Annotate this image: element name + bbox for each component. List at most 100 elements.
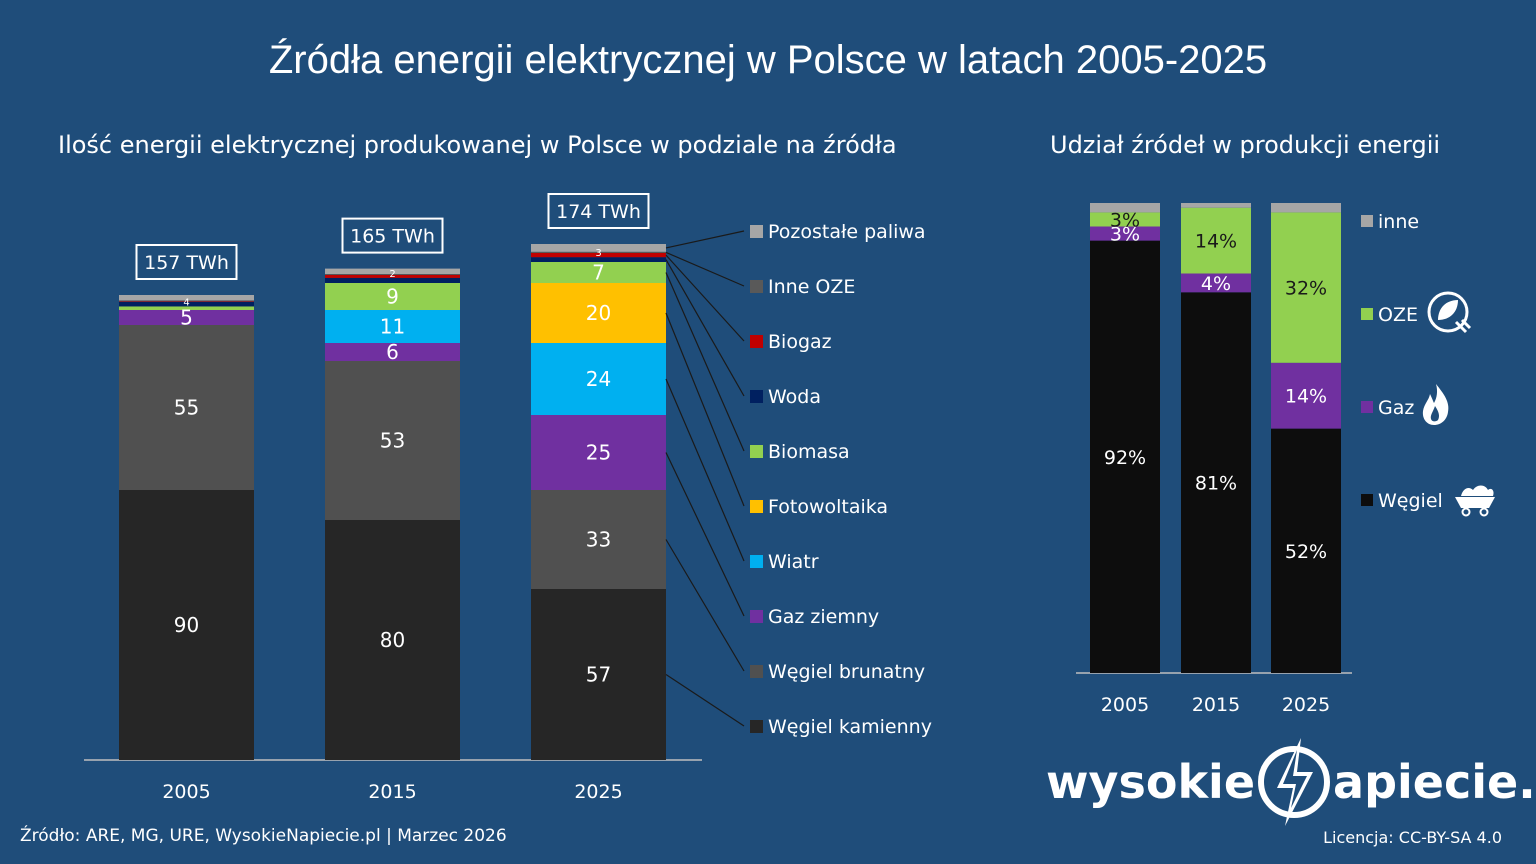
- share-label-oze-2005: 3%: [1110, 209, 1140, 231]
- right-chart-subtitle: Udział źródeł w produkcji energii: [1050, 131, 1441, 159]
- legend-swatch-wegiel-brunatny: [750, 665, 763, 678]
- total-label-2005: 157 TWh: [144, 252, 229, 274]
- legend-swatch-wiatr: [750, 555, 763, 568]
- share-bar-inne-2025: [1271, 203, 1341, 213]
- bar-gaz-ziemny-2025: [531, 415, 666, 490]
- data-label-woda-2015: 2: [389, 269, 395, 280]
- share-bar-inne-2015: [1181, 203, 1251, 208]
- total-label-2015: 165 TWh: [350, 226, 435, 248]
- coal-cart-icon: [1455, 485, 1495, 517]
- bar-inne-oze-2005: [119, 300, 254, 302]
- share-label-gaz-2025: 14%: [1285, 386, 1327, 408]
- share-label-wegiel-2015: 81%: [1195, 473, 1237, 495]
- coal-cart-icon-wheel-left: [1461, 507, 1471, 517]
- share-bar-inne-2005: [1090, 203, 1160, 213]
- bar-wiatr-2025: [531, 343, 666, 415]
- data-label-gaz-ziemny-2025: 25: [586, 441, 611, 465]
- share-bar-gaz-2005: [1090, 226, 1160, 241]
- bar-wiatr-2015: [325, 310, 460, 343]
- bar-biogaz-2025: [531, 253, 666, 258]
- share-label-wegiel-2005: 92%: [1104, 447, 1146, 469]
- share-legend-swatch-gaz: [1361, 401, 1373, 413]
- legend-swatch-fotowoltaika: [750, 500, 763, 513]
- share-legend-label-wegiel: Węgiel: [1378, 490, 1443, 512]
- share-label-gaz-2005: 3%: [1110, 224, 1140, 246]
- leaf-plug-icon-plug: [1454, 318, 1472, 334]
- share-bar-oze-2005: [1090, 212, 1160, 227]
- share-bar-wegiel-2025: [1271, 428, 1341, 673]
- bar-biomasa-2025: [531, 262, 666, 283]
- bar-biogaz-2005: [119, 301, 254, 302]
- bar-pozostale-paliwa-2025: [531, 244, 666, 252]
- legend-label-pozostale-paliwa: Pozostałe paliwa: [768, 221, 926, 243]
- leaf-plug-icon-leaf: [1438, 300, 1458, 320]
- legend-swatch-inne-oze: [750, 280, 763, 293]
- legend-swatch-wegiel-kamienny: [750, 720, 763, 733]
- bar-wegiel-brunatny-2015: [325, 361, 460, 520]
- share-label-oze-2015: 14%: [1195, 231, 1237, 253]
- x-tick-2005: 2005: [162, 781, 210, 803]
- share-x-tick-2025: 2025: [1282, 694, 1330, 716]
- bar-wegiel-brunatny-2005: [119, 325, 254, 490]
- leader-line-pozostale-paliwa: [665, 230, 745, 249]
- legend-label-biomasa: Biomasa: [768, 441, 850, 463]
- share-x-tick-2015: 2015: [1192, 694, 1240, 716]
- total-box-2015: [341, 217, 444, 254]
- leader-line-inne-oze: [665, 251, 745, 287]
- x-tick-2015: 2015: [368, 781, 416, 803]
- share-legend-swatch-wegiel: [1361, 494, 1373, 506]
- bar-wegiel-kamienny-2015: [325, 520, 460, 760]
- share-x-tick-2005: 2005: [1101, 694, 1149, 716]
- share-bar-oze-2025: [1271, 212, 1341, 363]
- coal-cart-icon-wheel-right: [1479, 507, 1489, 517]
- wysokienapiecie-logo: wysokie apiecie.pl: [1046, 738, 1536, 826]
- legend-swatch-woda: [750, 390, 763, 403]
- data-label-wiatr-2015: 11: [380, 315, 405, 339]
- bar-pozostale-paliwa-2005: [119, 295, 254, 301]
- data-label-biomasa-2005: 4: [183, 297, 189, 308]
- flame-icon: [1422, 384, 1449, 425]
- data-label-gaz-ziemny-2005: 5: [180, 306, 193, 330]
- legend-swatch-gaz-ziemny: [750, 610, 763, 623]
- data-label-biomasa-2015: 9: [386, 285, 399, 309]
- share-label-gaz-2015: 4%: [1201, 273, 1231, 295]
- bar-biomasa-2015: [325, 283, 460, 310]
- data-label-wiatr-2025: 24: [586, 367, 611, 391]
- flame-icon-shape: [1422, 384, 1449, 425]
- data-label-wegiel-brunatny-2015: 53: [380, 429, 405, 453]
- data-label-wegiel-kamienny-2015: 80: [380, 628, 405, 652]
- share-label-wegiel-2025: 52%: [1285, 541, 1327, 563]
- leaf-plug-icon-ring: [1427, 291, 1469, 333]
- data-label-wegiel-brunatny-2005: 55: [174, 396, 199, 420]
- share-label-oze-2025: 32%: [1285, 278, 1327, 300]
- bar-wegiel-kamienny-2005: [119, 490, 254, 760]
- legend-label-biogaz: Biogaz: [768, 331, 832, 353]
- share-bar-gaz-2015: [1181, 273, 1251, 293]
- data-label-gaz-ziemny-2015: 6: [386, 340, 399, 364]
- logo-text-right: apiecie.pl: [1333, 755, 1536, 809]
- bar-biomasa-2005: [119, 306, 254, 310]
- share-bar-wegiel-2015: [1181, 292, 1251, 673]
- license-note: Licencja: CC-BY-SA 4.0: [1323, 828, 1502, 847]
- data-label-fotowoltaika-2025: 20: [586, 301, 611, 325]
- leader-line-wegiel-kamienny: [665, 673, 745, 727]
- bar-fotowoltaika-2025: [531, 283, 666, 343]
- data-label-wegiel-kamienny-2005: 90: [174, 613, 199, 637]
- legend-swatch-biogaz: [750, 335, 763, 348]
- leader-line-wiatr: [665, 378, 745, 562]
- data-label-woda-2025: 3: [595, 248, 601, 259]
- leader-line-woda: [665, 259, 745, 397]
- bar-inne-oze-2025: [531, 251, 666, 253]
- leader-line-wegiel-brunatny: [665, 539, 745, 672]
- coal-cart-icon-cart: [1455, 497, 1495, 508]
- bar-biogaz-2015: [325, 274, 460, 278]
- total-label-2025: 174 TWh: [556, 201, 641, 223]
- bar-gaz-ziemny-2005: [119, 310, 254, 325]
- bar-pozostale-paliwa-2015: [325, 268, 460, 274]
- total-box-2025: [547, 193, 650, 229]
- source-note: Źródło: ARE, MG, URE, WysokieNapiecie.pl…: [20, 826, 507, 846]
- data-label-biomasa-2025: 7: [592, 261, 605, 285]
- legend-label-wegiel-kamienny: Węgiel kamienny: [768, 716, 932, 738]
- leaf-plug-icon: [1427, 291, 1472, 334]
